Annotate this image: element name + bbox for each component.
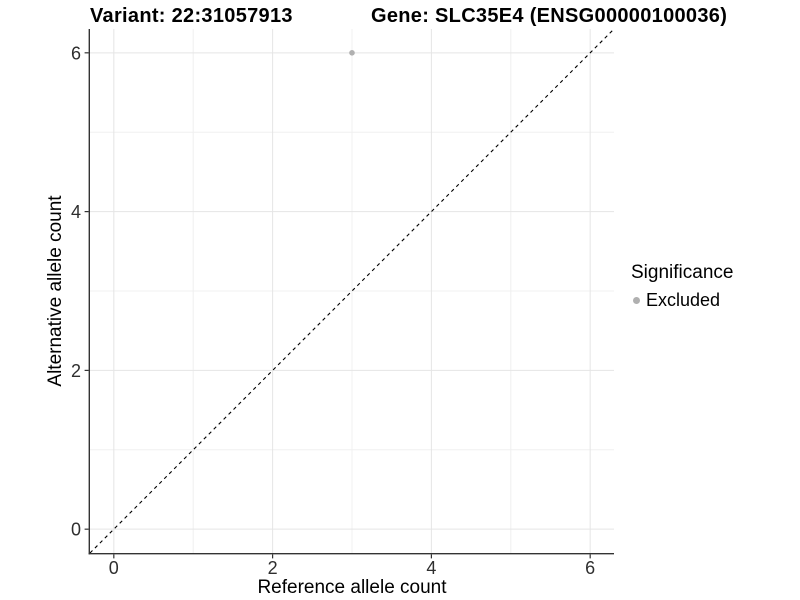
legend-item-label: Excluded xyxy=(646,290,721,310)
y-tick-label: 6 xyxy=(71,43,81,63)
x-axis-title: Reference allele count xyxy=(257,577,447,598)
x-tick-label: 4 xyxy=(426,558,436,578)
x-tick-label: 0 xyxy=(109,558,119,578)
plot-title-variant: Variant: 22:31057913 xyxy=(90,5,293,27)
y-tick-label: 4 xyxy=(71,202,81,222)
x-tick-label: 2 xyxy=(268,558,278,578)
y-axis-title: Alternative allele count xyxy=(45,195,66,387)
legend-title: Significance xyxy=(631,262,734,283)
x-tick-label: 6 xyxy=(585,558,595,578)
data-point xyxy=(349,50,355,56)
identity-line xyxy=(89,28,615,554)
legend: Significance Excluded xyxy=(631,262,733,311)
y-tick-label: 0 xyxy=(71,520,81,540)
legend-point-icon xyxy=(633,297,640,304)
legend-item-excluded: Excluded xyxy=(633,290,733,311)
plot-title-gene: Gene: SLC35E4 (ENSG00000100036) xyxy=(371,5,728,27)
y-tick-label: 2 xyxy=(71,361,81,381)
